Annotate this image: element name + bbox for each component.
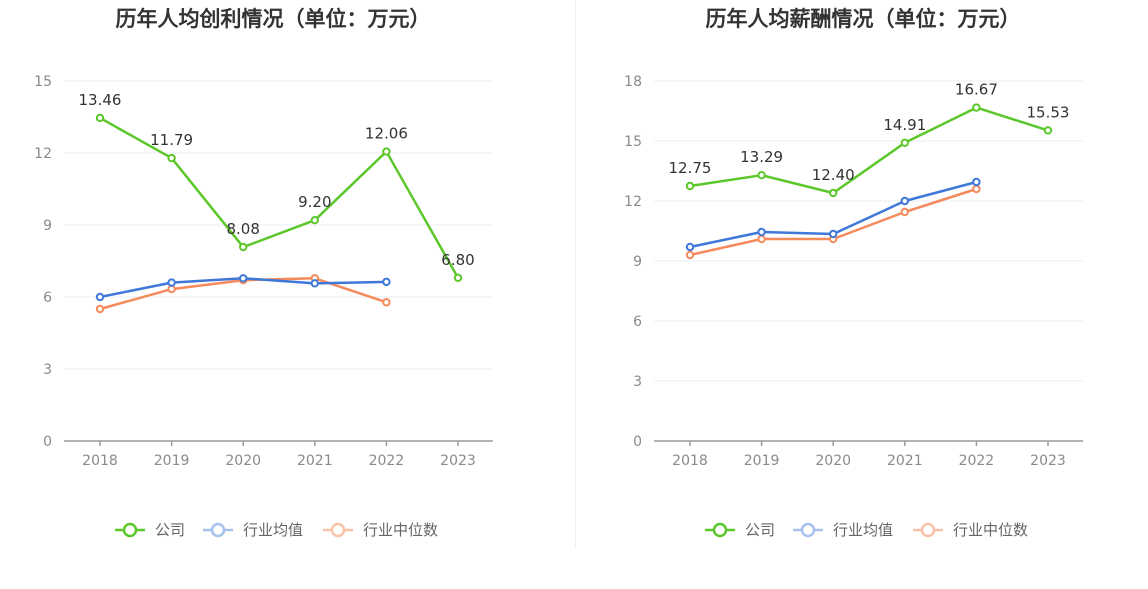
salary-x-tick-label: 2023 xyxy=(1030,453,1066,469)
profit-y-tick-label: 6 xyxy=(43,290,52,306)
profit-point-industry-median xyxy=(382,298,391,307)
salary-point-industry-avg xyxy=(972,177,981,187)
salary-point-company xyxy=(829,188,838,198)
salary-point-company xyxy=(972,103,981,112)
profit-point-company xyxy=(382,147,391,156)
salary-point-industry-median xyxy=(757,234,766,244)
profit-y-tick-label: 9 xyxy=(43,218,52,234)
salary-y-tick-label: 12 xyxy=(624,194,642,210)
profit-point-industry-avg xyxy=(382,277,391,287)
salary-point-company xyxy=(757,171,766,180)
profit-legend-label: 行业均值 xyxy=(243,521,303,539)
salary-legend-item-industry-avg[interactable]: 行业均值 xyxy=(793,521,893,539)
profit-point-industry-median xyxy=(95,304,105,314)
salary-point-company xyxy=(900,138,909,148)
salary-point-company xyxy=(1043,126,1053,135)
salary-y-tick-label: 3 xyxy=(633,374,642,390)
salary-legend-label: 行业均值 xyxy=(833,521,893,539)
profit-legend-item-company[interactable]: 公司 xyxy=(115,521,185,539)
profit-data-label: 9.20 xyxy=(298,193,331,211)
salary-chart-title: 历年人均薪酬情况（单位：万元） xyxy=(706,7,1021,31)
profit-legend-marker xyxy=(122,522,138,538)
salary-point-industry-avg xyxy=(685,242,695,252)
salary-x-tick-label: 2018 xyxy=(672,453,708,469)
profit-point-industry-median xyxy=(167,284,176,294)
profit-legend-item-industry-avg[interactable]: 行业均值 xyxy=(203,521,303,539)
profit-data-label: 6.80 xyxy=(441,251,474,269)
salary-y-tick-label: 0 xyxy=(633,434,642,450)
salary-x-tick-label: 2022 xyxy=(959,453,995,469)
salary-data-label: 13.29 xyxy=(740,148,783,166)
salary-point-industry-median xyxy=(900,207,909,217)
salary-point-industry-avg xyxy=(757,227,766,237)
profit-point-company xyxy=(239,242,248,252)
panel-divider xyxy=(575,0,576,548)
salary-legend-label: 行业中位数 xyxy=(953,521,1028,539)
profit-point-industry-avg xyxy=(310,279,319,288)
profit-y-tick-label: 15 xyxy=(34,74,52,90)
salary-legend-marker xyxy=(712,522,728,538)
salary-x-tick-label: 2019 xyxy=(744,453,780,469)
profit-point-industry-avg xyxy=(167,278,176,287)
salary-point-industry-median xyxy=(685,250,695,260)
profit-legend-marker xyxy=(330,522,346,538)
profit-data-label: 12.06 xyxy=(365,125,408,143)
profit-chart-title: 历年人均创利情况（单位：万元） xyxy=(116,7,431,31)
salary-chart-svg: 历年人均薪酬情况（单位：万元） 0 3 6 9 12 15 18 2018 2019 2020 202… xyxy=(624,7,1083,539)
salary-point-industry-median xyxy=(972,184,981,194)
salary-legend-marker xyxy=(800,522,816,538)
salary-legend-item-company[interactable]: 公司 xyxy=(705,521,775,539)
profit-data-label: 8.08 xyxy=(226,220,259,238)
salary-point-company xyxy=(685,181,695,191)
profit-x-tick-label: 2020 xyxy=(225,453,261,469)
salary-data-label: 14.91 xyxy=(883,116,926,134)
salary-y-tick-label: 15 xyxy=(624,134,642,150)
salary-y-tick-label: 6 xyxy=(633,314,642,330)
chart-panel-salary: 历年人均薪酬情况（单位：万元） 0 3 6 9 12 15 18 2018 2019 2020 202… xyxy=(574,0,1148,589)
profit-legend-item-industry-median[interactable]: 行业中位数 xyxy=(323,521,438,539)
salary-legend-marker xyxy=(920,522,936,538)
salary-line-industry-median xyxy=(689,187,977,257)
profit-point-company xyxy=(310,216,319,225)
salary-line-company xyxy=(689,106,1049,195)
salary-y-tick-label: 9 xyxy=(633,254,642,270)
salary-point-industry-avg xyxy=(829,229,838,239)
profit-chart-svg: 历年人均创利情况（单位：万元） 0 3 6 9 12 15 2018 2019 2020 2021 2… xyxy=(34,7,493,539)
profit-point-company xyxy=(167,153,176,163)
profit-x-tick-label: 2019 xyxy=(154,453,190,469)
salary-data-label: 15.53 xyxy=(1027,103,1070,121)
profit-legend-marker xyxy=(210,522,226,538)
profit-point-company xyxy=(453,273,463,282)
salary-legend-label: 公司 xyxy=(745,521,775,539)
salary-legend-item-industry-median[interactable]: 行业中位数 xyxy=(913,521,1028,539)
profit-data-label: 13.46 xyxy=(79,91,122,109)
chart-panel-profit: 历年人均创利情况（单位：万元） 0 3 6 9 12 15 2018 2019 2020 2021 2… xyxy=(34,7,493,539)
salary-y-tick-label: 18 xyxy=(624,74,642,90)
profit-line-company xyxy=(99,116,460,279)
profit-legend-label: 公司 xyxy=(155,521,185,539)
salary-x-tick-label: 2020 xyxy=(815,453,851,469)
salary-x-tick-label: 2021 xyxy=(887,453,923,469)
profit-point-industry-avg xyxy=(239,274,248,283)
profit-x-tick-label: 2018 xyxy=(82,453,118,469)
profit-point-industry-avg xyxy=(95,292,105,302)
profit-y-tick-label: 3 xyxy=(43,362,52,378)
profit-x-tick-label: 2021 xyxy=(297,453,333,469)
profit-data-label: 11.79 xyxy=(150,131,193,149)
profit-y-tick-label: 12 xyxy=(34,146,52,162)
profit-legend-label: 行业中位数 xyxy=(363,521,438,539)
salary-data-label: 16.67 xyxy=(955,81,998,99)
profit-x-tick-label: 2022 xyxy=(369,453,405,469)
profit-y-tick-label: 0 xyxy=(43,434,52,450)
salary-data-label: 12.40 xyxy=(812,166,855,184)
salary-data-label: 12.75 xyxy=(669,159,712,177)
profit-x-tick-label: 2023 xyxy=(440,453,476,469)
profit-point-company xyxy=(95,113,105,123)
salary-point-industry-avg xyxy=(900,196,909,206)
